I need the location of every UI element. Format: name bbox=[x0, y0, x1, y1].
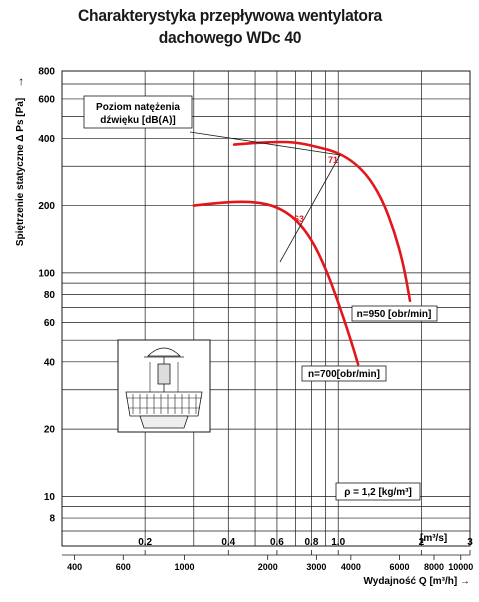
sound-level-line-b bbox=[279, 154, 341, 263]
sound-label-line2: dźwięku [dB(A)] bbox=[100, 115, 176, 126]
y-tick-label: 600 bbox=[38, 94, 55, 105]
x-tick-top-label: 1.0 bbox=[331, 537, 345, 548]
x-tick-top-label: 0.6 bbox=[270, 537, 284, 548]
y-tick-label: 400 bbox=[38, 134, 55, 145]
y-tick-label: 10 bbox=[44, 492, 56, 503]
sound-label-line1: Poziom natężenia bbox=[96, 102, 180, 113]
x-tick-bottom-label: 400 bbox=[67, 562, 82, 572]
sound-level-line-a bbox=[189, 131, 341, 156]
y-tick-label: 200 bbox=[38, 201, 55, 212]
series-curve-0 bbox=[192, 200, 360, 366]
x-tick-bottom-label: 8000 bbox=[424, 562, 444, 572]
y-tick-label: 800 bbox=[38, 67, 55, 78]
sound-level-63: 63 bbox=[294, 214, 304, 224]
x-axis: 0.2 0.4 0.6 0.8 1.0 2 3 400 600 1000 2000 3000 4000 6… bbox=[62, 537, 473, 572]
x-tick-top-label: 0.8 bbox=[304, 537, 318, 548]
x-tick-top-label: 2 bbox=[419, 537, 425, 548]
x-axis-label: Wydajność Q [m³/h] → bbox=[364, 576, 471, 587]
x-tick-bottom-label: 6000 bbox=[389, 562, 409, 572]
x-tick-bottom-label: 1000 bbox=[175, 562, 195, 572]
x-tick-top-label: 0.2 bbox=[138, 537, 152, 548]
speed-label-700-box bbox=[301, 365, 387, 382]
plot-frame bbox=[61, 70, 471, 547]
y-axis: 800 600 400 200 100 80 60 40 20 10 8 bbox=[38, 67, 55, 525]
y-axis-arrow: → bbox=[12, 76, 26, 88]
chart-title-line1: Charakterystyka przepływowa wentylatora bbox=[78, 6, 382, 25]
x-tick-bottom-label: 4000 bbox=[341, 562, 361, 572]
x-tick-top-label: 3 bbox=[467, 537, 473, 548]
y-tick-label: 20 bbox=[44, 425, 56, 436]
x-tick-bottom-label: 10000 bbox=[448, 562, 473, 572]
x-tick-bottom-label: 3000 bbox=[306, 562, 326, 572]
series-curve-1 bbox=[232, 140, 412, 303]
x-tick-bottom-label: 2000 bbox=[258, 562, 278, 572]
x-tick-top-label: 0.4 bbox=[221, 537, 235, 548]
series-group bbox=[192, 140, 412, 366]
y-tick-label: 100 bbox=[38, 268, 55, 279]
density-label: ρ = 1,2 [kg/m³] bbox=[344, 487, 412, 498]
y-tick-label: 8 bbox=[49, 514, 55, 525]
roof-fan-icon bbox=[117, 339, 211, 433]
y-tick-label: 80 bbox=[44, 290, 56, 301]
sound-level-71: 71 bbox=[328, 155, 338, 165]
x-unit-top: [m³/s] bbox=[420, 533, 447, 544]
y-axis-label: Spiętrzenie statyczne Δ Ps [Pa] bbox=[15, 98, 26, 246]
speed-label-950-box bbox=[351, 305, 438, 322]
speed-label-700: n=700[obr/min] bbox=[308, 369, 380, 380]
speed-label-950: n=950 [obr/min] bbox=[357, 309, 432, 320]
density-label-box bbox=[335, 482, 421, 501]
x-tick-bottom-label: 600 bbox=[116, 562, 131, 572]
y-tick-label: 60 bbox=[44, 318, 56, 329]
chart-title-line2: dachowego WDc 40 bbox=[158, 28, 302, 47]
y-tick-label: 40 bbox=[44, 357, 56, 368]
sound-label-box bbox=[83, 95, 193, 129]
